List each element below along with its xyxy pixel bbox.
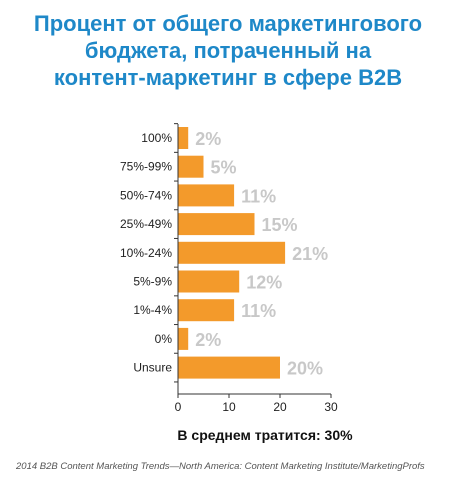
average-note: В среднем тратится: 30% (177, 427, 353, 443)
bar (178, 127, 189, 149)
chart-title-line: бюджета, потраченный на (84, 38, 372, 63)
value-label: 5% (211, 158, 237, 178)
chart-title: Процент от общего маркетингового бюджета… (0, 10, 456, 91)
category-label: 5%-9% (133, 275, 172, 289)
value-label: 11% (241, 301, 276, 321)
bar (178, 299, 235, 322)
x-tick-label: 0 (175, 400, 182, 414)
bar (178, 327, 189, 350)
value-label: 2% (195, 330, 221, 350)
source-note: 2014 B2B Content Marketing Trends—North … (16, 461, 425, 472)
category-label: 1%-4% (133, 303, 172, 317)
category-label: Unsure (133, 361, 172, 375)
chart-title-line: Процент от общего маркетингового (33, 11, 423, 36)
category-label: 75%-99% (120, 160, 172, 174)
category-label: 100% (141, 131, 172, 145)
x-tick-label: 20 (273, 400, 287, 414)
bar (178, 184, 235, 207)
category-label: 25%-49% (120, 217, 172, 231)
bar (178, 241, 286, 264)
bar (178, 155, 204, 178)
value-label: 12% (246, 273, 282, 293)
category-label: 50%-74% (120, 188, 172, 202)
value-label: 20% (287, 359, 323, 379)
value-label: 2% (195, 129, 221, 149)
category-label: 0% (155, 332, 173, 346)
value-label: 15% (262, 215, 298, 235)
bar (178, 356, 280, 379)
bar (178, 270, 240, 293)
bar (178, 213, 255, 236)
category-label: 10%-24% (120, 246, 172, 260)
x-tick-label: 30 (324, 400, 338, 414)
value-label: 11% (241, 186, 276, 206)
chart-title-line: контент-маркетинг в сфере B2B (53, 65, 403, 90)
x-tick-label: 10 (222, 400, 236, 414)
value-label: 21% (292, 244, 328, 264)
